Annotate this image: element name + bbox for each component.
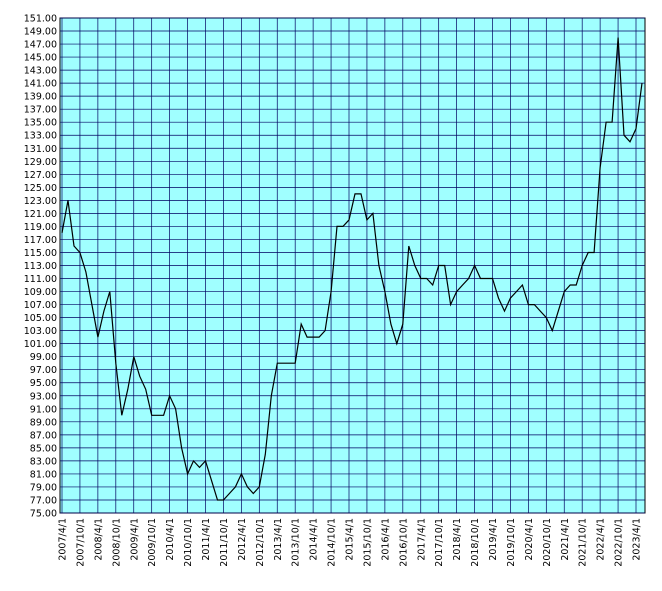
y-tick-label: 97.00 [30, 365, 57, 376]
y-tick-label: 95.00 [30, 378, 57, 389]
y-tick-label: 125.00 [24, 183, 57, 194]
x-tick-label: 2009/10/1 [147, 518, 158, 567]
y-tick-label: 83.00 [30, 456, 57, 467]
y-tick-label: 111.00 [24, 274, 57, 285]
x-tick-label: 2016/4/1 [380, 518, 391, 561]
x-tick-label: 2007/10/1 [75, 518, 86, 567]
x-tick-label: 2015/4/1 [345, 518, 356, 561]
x-tick-label: 2008/10/1 [111, 518, 122, 567]
y-tick-label: 121.00 [24, 209, 57, 220]
y-tick-label: 117.00 [24, 235, 57, 246]
x-tick-label: 2008/4/1 [93, 518, 104, 561]
x-tick-label: 2015/10/1 [362, 518, 373, 567]
x-tick-label: 2011/10/1 [219, 518, 230, 567]
y-tick-label: 87.00 [30, 430, 57, 441]
x-tick-label: 2013/10/1 [291, 518, 302, 567]
y-tick-label: 77.00 [30, 495, 57, 506]
y-tick-label: 91.00 [30, 404, 57, 415]
x-tick-label: 2012/4/1 [237, 518, 248, 561]
x-tick-label: 2009/4/1 [129, 518, 140, 561]
y-tick-label: 103.00 [24, 326, 57, 337]
x-tick-label: 2007/4/1 [58, 518, 69, 561]
x-tick-label: 2020/10/1 [542, 518, 553, 567]
x-tick-label: 2021/4/1 [560, 518, 571, 561]
y-tick-label: 131.00 [24, 144, 57, 155]
y-tick-label: 119.00 [24, 222, 57, 233]
y-tick-label: 145.00 [24, 53, 57, 64]
x-tick-label: 2017/10/1 [434, 518, 445, 567]
x-tick-label: 2020/4/1 [524, 518, 535, 561]
y-tick-label: 79.00 [30, 482, 57, 493]
y-tick-label: 139.00 [24, 92, 57, 103]
x-tick-label: 2014/4/1 [309, 518, 320, 561]
y-tick-label: 141.00 [24, 79, 57, 90]
x-tick-label: 2019/4/1 [488, 518, 499, 561]
x-tick-label: 2014/10/1 [327, 518, 338, 567]
x-tick-label: 2018/4/1 [452, 518, 463, 561]
x-tick-label: 2022/4/1 [596, 518, 607, 561]
y-tick-label: 99.00 [30, 352, 57, 363]
y-tick-label: 113.00 [24, 261, 57, 272]
y-tick-label: 115.00 [24, 248, 57, 259]
y-tick-label: 89.00 [30, 417, 57, 428]
y-tick-label: 135.00 [24, 118, 57, 129]
y-tick-label: 109.00 [24, 287, 57, 298]
y-tick-label: 81.00 [30, 469, 57, 480]
y-tick-label: 127.00 [24, 170, 57, 181]
price-line [61, 37, 643, 501]
y-tick-label: 137.00 [24, 105, 57, 116]
y-tick-label: 123.00 [24, 196, 57, 207]
x-tick-label: 2011/4/1 [201, 518, 212, 561]
x-tick-label: 2012/10/1 [255, 518, 266, 567]
y-tick-label: 101.00 [24, 339, 57, 350]
y-tick-label: 107.00 [24, 300, 57, 311]
y-tick-label: 93.00 [30, 391, 57, 402]
y-tick-label: 85.00 [30, 443, 57, 454]
x-tick-label: 2013/4/1 [273, 518, 284, 561]
y-tick-label: 129.00 [24, 157, 57, 168]
y-tick-label: 151.00 [24, 14, 57, 25]
x-tick-label: 2023/4/1 [632, 518, 643, 561]
x-tick-label: 2022/10/1 [614, 518, 625, 567]
x-tick-label: 2010/10/1 [183, 518, 194, 567]
y-tick-label: 143.00 [24, 66, 57, 77]
y-tick-label: 149.00 [24, 27, 57, 38]
x-tick-label: 2016/10/1 [398, 518, 409, 567]
x-tick-label: 2018/10/1 [470, 518, 481, 567]
y-tick-label: 105.00 [24, 313, 57, 324]
x-tick-label: 2021/10/1 [578, 518, 589, 567]
y-tick-label: 75.00 [30, 509, 57, 520]
x-tick-label: 2019/10/1 [506, 518, 517, 567]
y-tick-label: 133.00 [24, 131, 57, 142]
x-tick-label: 2010/4/1 [165, 518, 176, 561]
x-tick-label: 2017/4/1 [416, 518, 427, 561]
y-tick-label: 147.00 [24, 40, 57, 51]
